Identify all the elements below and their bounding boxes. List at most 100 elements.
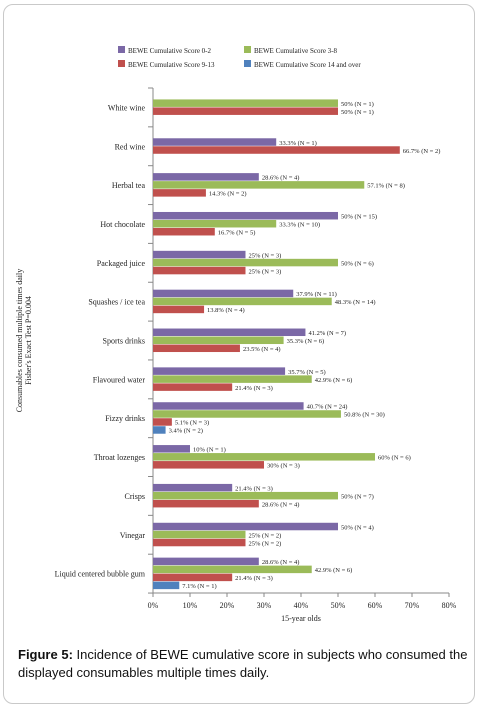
data-label: 14.3% (N = 2)	[209, 191, 247, 198]
data-label: 25% (N = 3)	[249, 252, 282, 259]
legend-label: BEWE Cumulative Score 0-2	[128, 47, 212, 55]
data-label: 50% (N = 1)	[341, 101, 374, 108]
bar	[153, 581, 180, 590]
bar	[153, 211, 338, 220]
data-label: 16.7% (N = 5)	[218, 229, 256, 236]
data-label: 40.7% (N = 24)	[307, 404, 348, 411]
data-label: 50% (N = 7)	[341, 493, 374, 500]
data-label: 50% (N = 4)	[341, 524, 374, 531]
x-tick-label: 40%	[294, 601, 309, 610]
data-label: 3.4% (N = 2)	[169, 428, 203, 435]
data-label: 35.3% (N = 6)	[287, 338, 325, 345]
bar	[153, 402, 304, 410]
bar	[153, 367, 286, 375]
data-label: 30% (N = 3)	[267, 463, 300, 470]
bar	[153, 410, 341, 418]
bar-chart: BEWE Cumulative Score 0-2 BEWE Cumulative…	[15, 46, 457, 623]
bar	[153, 336, 284, 345]
category-label: Fizzy drinks	[105, 414, 145, 423]
legend-swatch	[244, 60, 251, 67]
bar	[153, 297, 332, 306]
bar	[153, 328, 306, 337]
bar	[153, 305, 205, 314]
data-label: 42.9% (N = 6)	[315, 567, 353, 574]
category-label: Crisps	[125, 492, 145, 501]
data-label: 23.5% (N = 4)	[243, 346, 281, 353]
category-label: Hot chocolate	[100, 220, 145, 229]
category-label: Squashes / ice tea	[88, 298, 145, 307]
data-label: 28.6% (N = 4)	[262, 175, 300, 182]
x-tick-label: 80%	[442, 601, 457, 610]
category-label: Liquid centered bubble gum	[55, 570, 146, 579]
category-label: Sports drinks	[103, 337, 145, 346]
data-label: 33.3% (N = 1)	[279, 140, 317, 147]
data-label: 28.6% (N = 4)	[262, 559, 300, 566]
bar	[153, 250, 246, 259]
category-label: Flavoured water	[93, 375, 146, 384]
bar	[153, 453, 375, 461]
bar	[153, 445, 190, 453]
bar	[153, 483, 233, 492]
bar	[153, 138, 277, 146]
bar	[153, 173, 259, 181]
bar	[153, 383, 233, 391]
data-label: 60% (N = 6)	[378, 455, 411, 462]
bar	[153, 565, 312, 574]
data-label: 21.4% (N = 3)	[235, 385, 273, 392]
x-tick-label: 60%	[368, 601, 383, 610]
data-label: 50% (N = 15)	[341, 213, 377, 220]
x-tick-label: 10%	[183, 601, 198, 610]
x-tick-label: 20%	[220, 601, 235, 610]
category-label: Packaged juice	[97, 259, 146, 268]
bar	[153, 557, 259, 566]
bar	[153, 289, 294, 298]
bar	[153, 418, 172, 426]
bar	[153, 573, 233, 582]
data-label: 50% (N = 1)	[341, 109, 374, 116]
x-tick-label: 50%	[331, 601, 346, 610]
data-label: 48.3% (N = 14)	[335, 299, 376, 306]
bar	[153, 219, 277, 228]
data-label: 25% (N = 3)	[249, 268, 282, 275]
category-label: Herbal tea	[112, 181, 146, 190]
data-label: 50.8% (N = 30)	[344, 412, 385, 419]
bar	[153, 344, 240, 353]
x-axis-title: 15-year olds	[281, 614, 321, 623]
bar	[153, 499, 259, 508]
data-label: 13.8% (N = 4)	[207, 307, 245, 314]
figure-frame: BEWE Cumulative Score 0-2 BEWE Cumulative…	[3, 4, 475, 704]
bar	[153, 461, 264, 469]
bar	[153, 426, 166, 434]
x-tick-label: 70%	[405, 601, 420, 610]
bar	[153, 530, 246, 539]
legend-swatch	[118, 60, 125, 67]
bar	[153, 189, 206, 197]
data-label: 25% (N = 2)	[249, 532, 282, 539]
x-tick-label: 30%	[257, 601, 272, 610]
data-label: 41.2% (N = 7)	[308, 330, 346, 337]
data-label: 66.7% (N = 2)	[403, 148, 441, 155]
data-label: 42.9% (N = 6)	[315, 377, 353, 384]
data-label: 37.9% (N = 11)	[296, 291, 337, 298]
data-label: 28.6% (N = 4)	[262, 501, 300, 508]
y-axis-subtitle: Fisher's Exact Test P=0.004	[24, 296, 33, 385]
bar	[153, 538, 246, 547]
bar	[153, 181, 365, 189]
legend-label: BEWE Cumulative Score 3-8	[254, 47, 338, 55]
bar	[153, 258, 338, 267]
data-label: 25% (N = 2)	[249, 540, 282, 547]
data-label: 5.1% (N = 3)	[175, 420, 209, 427]
x-tick-label: 0%	[148, 601, 159, 610]
bar	[153, 266, 246, 275]
bar	[153, 227, 215, 236]
figure-caption: Figure 5: Incidence of BEWE cumulative s…	[18, 646, 474, 682]
bar	[153, 375, 312, 383]
category-label: Throat lozenges	[94, 453, 145, 462]
data-label: 33.3% (N = 10)	[279, 221, 320, 228]
data-label: 57.1% (N = 8)	[367, 183, 405, 190]
bar	[153, 146, 400, 154]
bar	[153, 107, 338, 115]
data-label: 50% (N = 6)	[341, 260, 374, 267]
bar	[153, 99, 338, 107]
legend-label: BEWE Cumulative Score 9-13	[128, 61, 215, 69]
